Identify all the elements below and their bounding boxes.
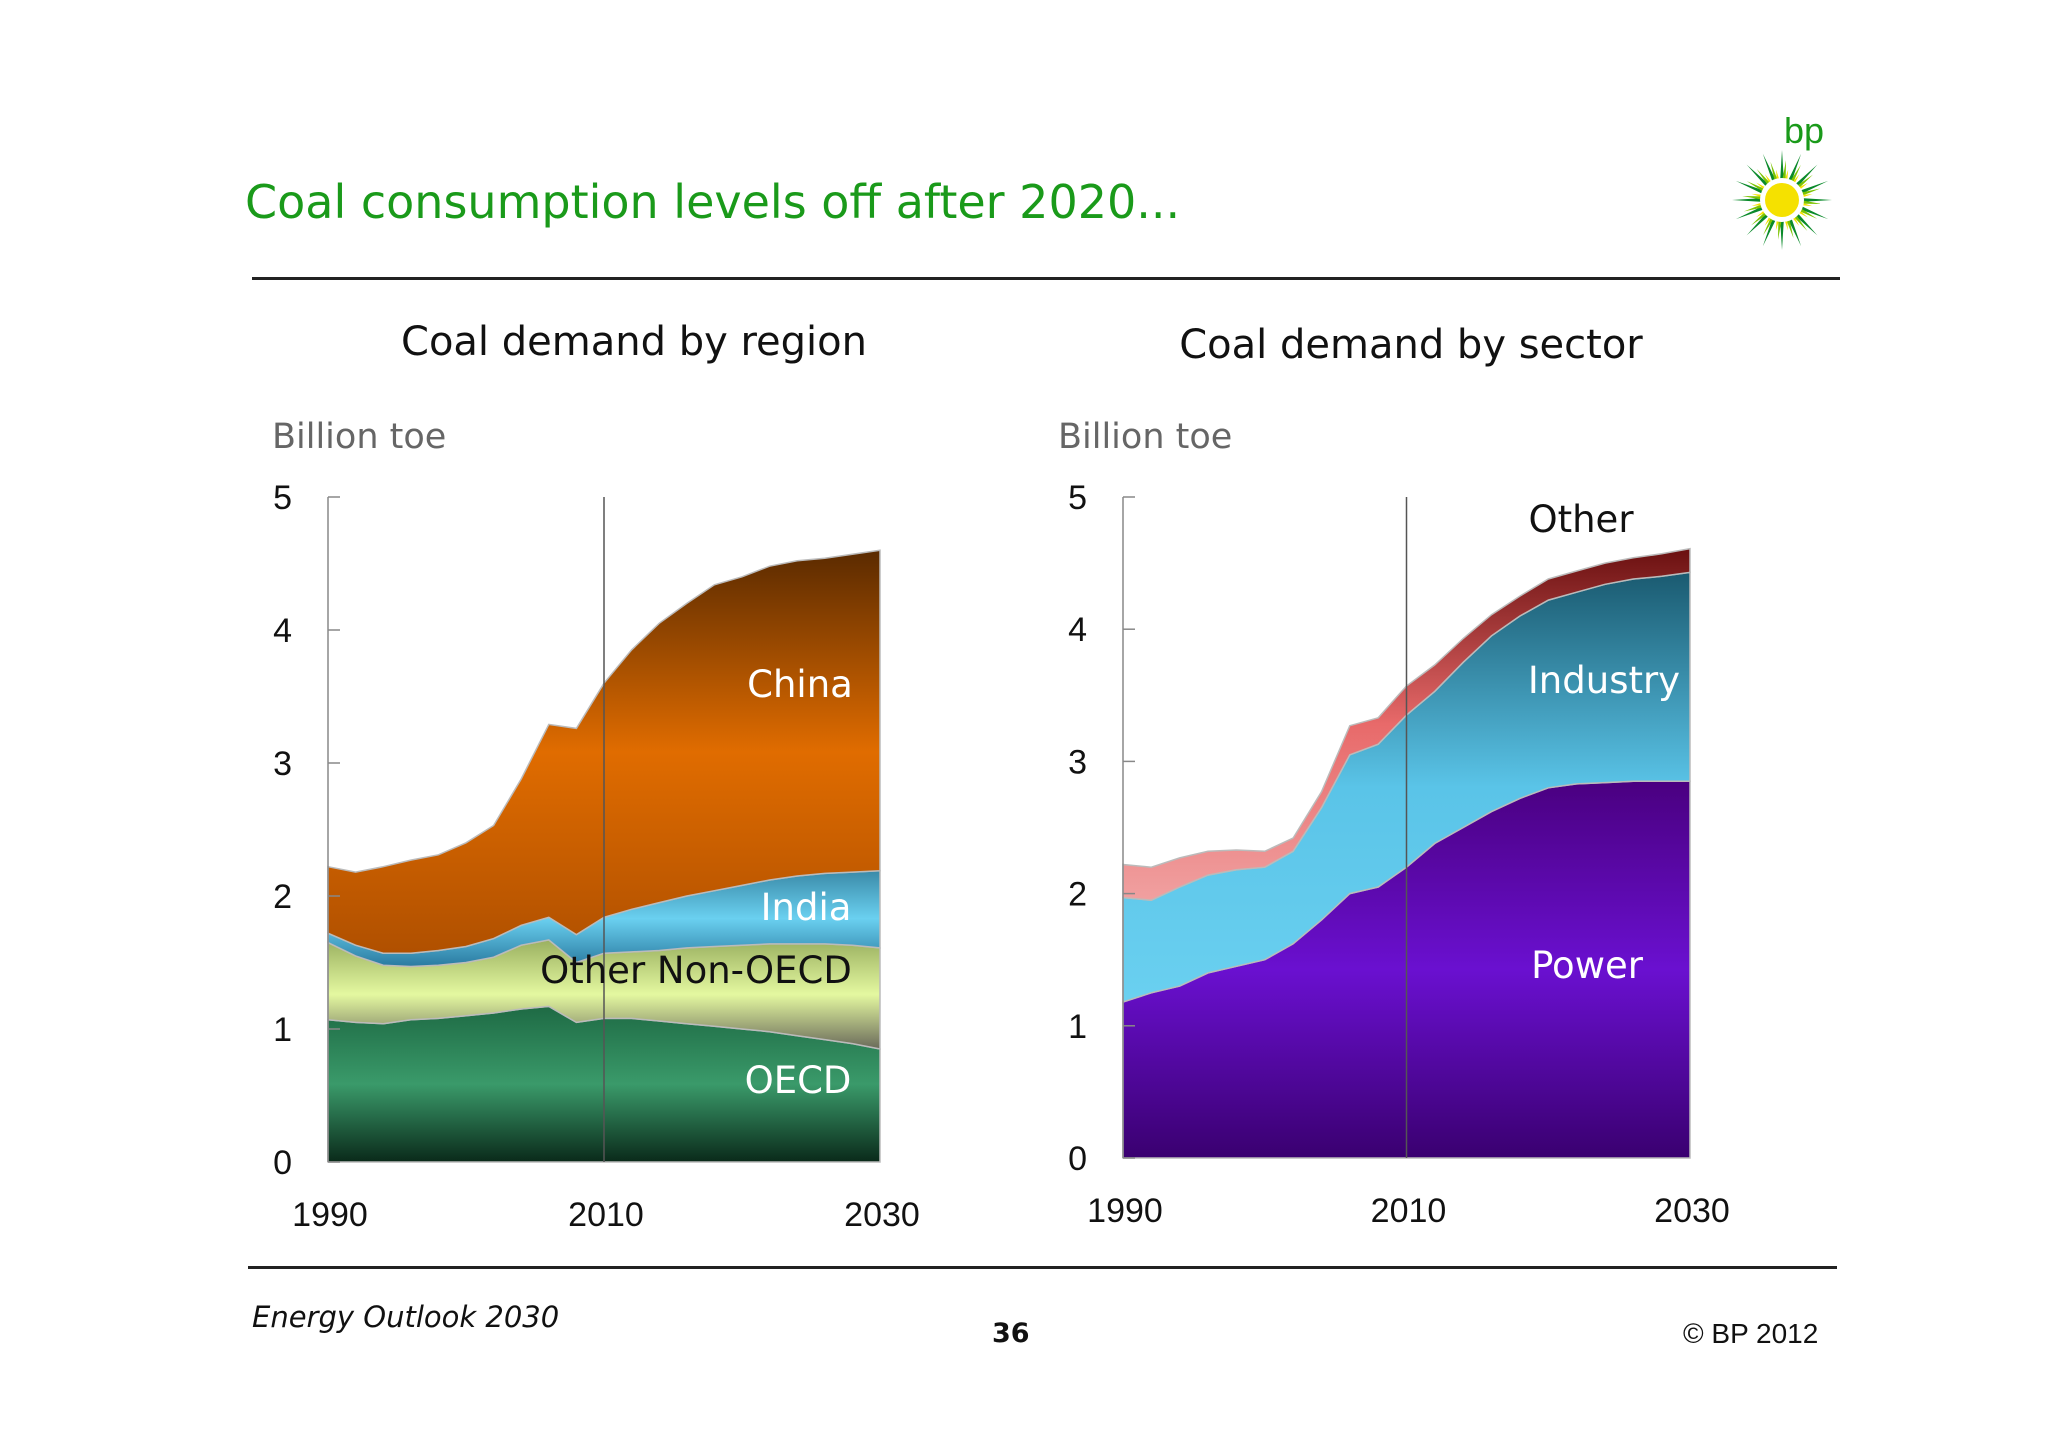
chart-title: Coal demand by sector — [1179, 322, 1643, 368]
y-tick-label: 5 — [1068, 479, 1087, 517]
y-tick-label: 4 — [1068, 611, 1087, 649]
series-label: Other Non-OECD — [540, 949, 852, 992]
chart-region: Coal demand by region Billion toe 0 1 2 3 4 5 19… — [272, 319, 920, 1234]
series-label: Other — [1528, 498, 1634, 541]
series-label: China — [747, 663, 853, 706]
top-divider — [252, 277, 1840, 280]
page-number: 36 — [992, 1318, 1030, 1349]
slide-title: Coal consumption levels off after 2020..… — [245, 175, 1181, 229]
x-tick-label: 2010 — [568, 1196, 644, 1234]
y-tick-label: 0 — [1068, 1140, 1087, 1178]
y-tick-label: 3 — [273, 745, 292, 783]
y-tick-label: 0 — [273, 1144, 292, 1182]
y-axis-label: Billion toe — [272, 417, 446, 457]
series-label: India — [761, 886, 852, 929]
x-tick-label: 2030 — [1654, 1192, 1730, 1230]
bp-logo-text: bp — [1784, 110, 1824, 151]
series-label: Industry — [1528, 659, 1680, 702]
chart-title: Coal demand by region — [401, 319, 867, 365]
bp-logo: bp — [1732, 110, 1832, 250]
y-axis-label: Billion toe — [1058, 417, 1232, 457]
y-tick-label: 2 — [273, 878, 292, 916]
y-tick-label: 3 — [1068, 743, 1087, 781]
y-tick-label: 2 — [1068, 876, 1087, 914]
copyright: © BP 2012 — [1683, 1318, 1819, 1349]
y-tick-label: 4 — [273, 612, 292, 650]
footer-source: Energy Outlook 2030 — [252, 1300, 560, 1334]
helios-icon — [1732, 150, 1832, 250]
chart-sector: Coal demand by sector Billion toe 0 1 2 3 4 5 19… — [1058, 322, 1730, 1230]
y-tick-label: 5 — [273, 479, 292, 517]
x-tick-label: 2030 — [844, 1196, 920, 1234]
area-other — [1122, 547, 1691, 901]
y-tick-label: 1 — [273, 1011, 292, 1049]
y-tick-label: 1 — [1068, 1008, 1087, 1046]
series-label: OECD — [745, 1059, 852, 1102]
series-label: Power — [1531, 944, 1644, 987]
x-tick-label: 1990 — [292, 1196, 368, 1234]
x-tick-label: 2010 — [1371, 1192, 1447, 1230]
bottom-divider — [248, 1266, 1837, 1269]
x-tick-label: 1990 — [1087, 1192, 1163, 1230]
